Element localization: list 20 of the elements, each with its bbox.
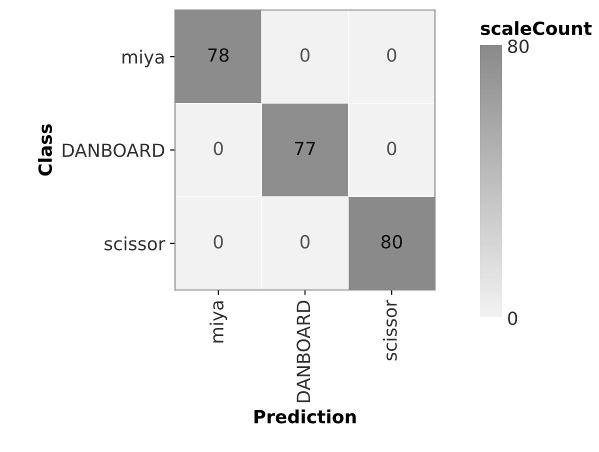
y-tick-label: miya — [122, 50, 164, 68]
data-label: 0 — [214, 234, 223, 249]
color-bar-label: 0 — [508, 311, 518, 326]
x-axis-title: Prediction — [254, 409, 356, 424]
data-label: 0 — [387, 48, 396, 62]
y-tick-label: scissor — [104, 236, 166, 250]
color-bar-title: scaleCount — [480, 21, 592, 36]
data-label: 80 — [381, 234, 402, 249]
data-label: 0 — [300, 48, 310, 62]
data-label: 78 — [208, 48, 229, 62]
data-label: 0 — [214, 142, 223, 156]
y-tick-label: DANBOARD — [62, 143, 164, 158]
data-label: 0 — [300, 234, 310, 249]
color-bar-label: 80 — [508, 39, 529, 54]
y-axis-title: Class — [38, 124, 52, 176]
x-tick-label: scissor — [382, 300, 397, 360]
x-tick-label: DANBOARD — [296, 300, 310, 402]
data-label: 77 — [294, 142, 315, 155]
x-tick-label: miya — [210, 301, 228, 342]
data-label: 0 — [387, 142, 396, 156]
